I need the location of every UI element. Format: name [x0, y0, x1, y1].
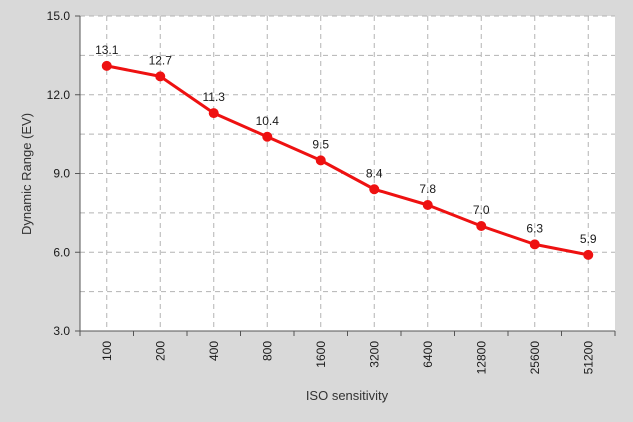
gridlines: [80, 15, 615, 331]
y-tick-label: 9.0: [53, 167, 70, 181]
data-label: 9.5: [312, 137, 329, 151]
data-label: 6.3: [526, 221, 543, 235]
x-tick-label: 400: [207, 341, 221, 361]
x-tick-label: 51200: [581, 341, 595, 375]
data-label: 13.1: [95, 43, 119, 57]
data-labels: 13.1 12.7 11.3 10.4 9.5 8.4 7.8 7.0 6.3 5.9: [95, 43, 597, 246]
x-tick-label: 1600: [314, 341, 328, 368]
x-tick-label: 6400: [421, 341, 435, 368]
x-tick-label: 800: [260, 341, 274, 361]
data-point: [208, 108, 219, 119]
y-tick-label: 6.0: [53, 245, 70, 259]
data-point: [422, 200, 433, 210]
x-tick-label: 25600: [528, 341, 542, 375]
data-point: [369, 184, 380, 195]
x-tick-labels: 100 200 400 800 1600 3200 6400 12800 25600 51200: [79, 331, 616, 375]
series-polyline: [105, 64, 590, 257]
data-label: 12.7: [149, 53, 173, 67]
data-points: [101, 60, 594, 260]
data-label: 8.4: [366, 166, 383, 180]
data-point: [155, 71, 166, 82]
y-tick-label: 15.0: [47, 9, 71, 23]
data-point: [476, 221, 487, 231]
x-axis-title: ISO sensitivity: [306, 388, 389, 403]
data-point: [583, 249, 594, 260]
y-axis-title: Dynamic Range (EV): [19, 113, 34, 235]
x-tick-label: 200: [153, 341, 167, 361]
y-tick-label: 12.0: [47, 88, 71, 102]
y-tick-label: 3.0: [53, 324, 70, 338]
y-tick-labels: 3.0 6.0 9.0 12.0 15.0: [47, 9, 80, 338]
data-label: 7.8: [419, 182, 436, 196]
data-point: [315, 155, 326, 166]
data-label: 5.9: [580, 232, 597, 246]
series-line: [105, 64, 590, 257]
x-tick-label: 12800: [474, 341, 488, 375]
data-label: 7.0: [473, 203, 490, 217]
x-tick-label: 3200: [367, 341, 381, 368]
x-tick-label: 100: [100, 341, 114, 361]
data-point: [262, 131, 273, 142]
data-point: [529, 239, 540, 250]
data-label: 11.3: [203, 90, 226, 104]
data-point: [101, 60, 112, 71]
data-label: 10.4: [256, 114, 280, 128]
